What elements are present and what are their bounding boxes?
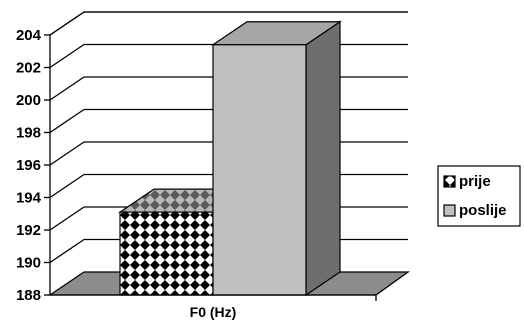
x-axis: F0 (Hz) [50,294,377,320]
y-tick-label: 190 [16,255,41,272]
y-axis-ticks: 188 190 192 194 196 198 200 202 204 [16,27,50,304]
gridline-side [49,43,85,69]
x-category-label: F0 (Hz) [190,304,237,320]
y-tick-label: 204 [16,27,42,44]
y-tick-label: 202 [16,60,41,77]
legend-label-poslije: poslije [459,202,507,219]
bar-side [305,20,341,297]
y-tick-label: 196 [16,157,41,174]
bar-front [212,44,307,296]
gridline-side [49,76,85,101]
legend: prije poslije [437,165,521,227]
legend-label-prije: prije [459,173,491,190]
bars [118,20,342,297]
gridline-side [49,11,85,36]
y-tick-label: 188 [16,287,41,304]
bar-poslije [211,20,342,297]
y-tick-label: 192 [16,222,41,239]
gridline-side [49,206,85,231]
gridline-side [49,108,85,134]
y-tick-label: 194 [16,190,42,207]
gridline-side [49,173,85,199]
y-tick-label: 200 [16,92,41,109]
y-tick-label: 198 [16,125,41,142]
legend-swatch-poslije [443,204,456,217]
gridline-side [49,238,85,264]
bar-front [119,211,214,296]
gridline-side [49,141,85,166]
legend-swatch-prije [443,175,456,188]
